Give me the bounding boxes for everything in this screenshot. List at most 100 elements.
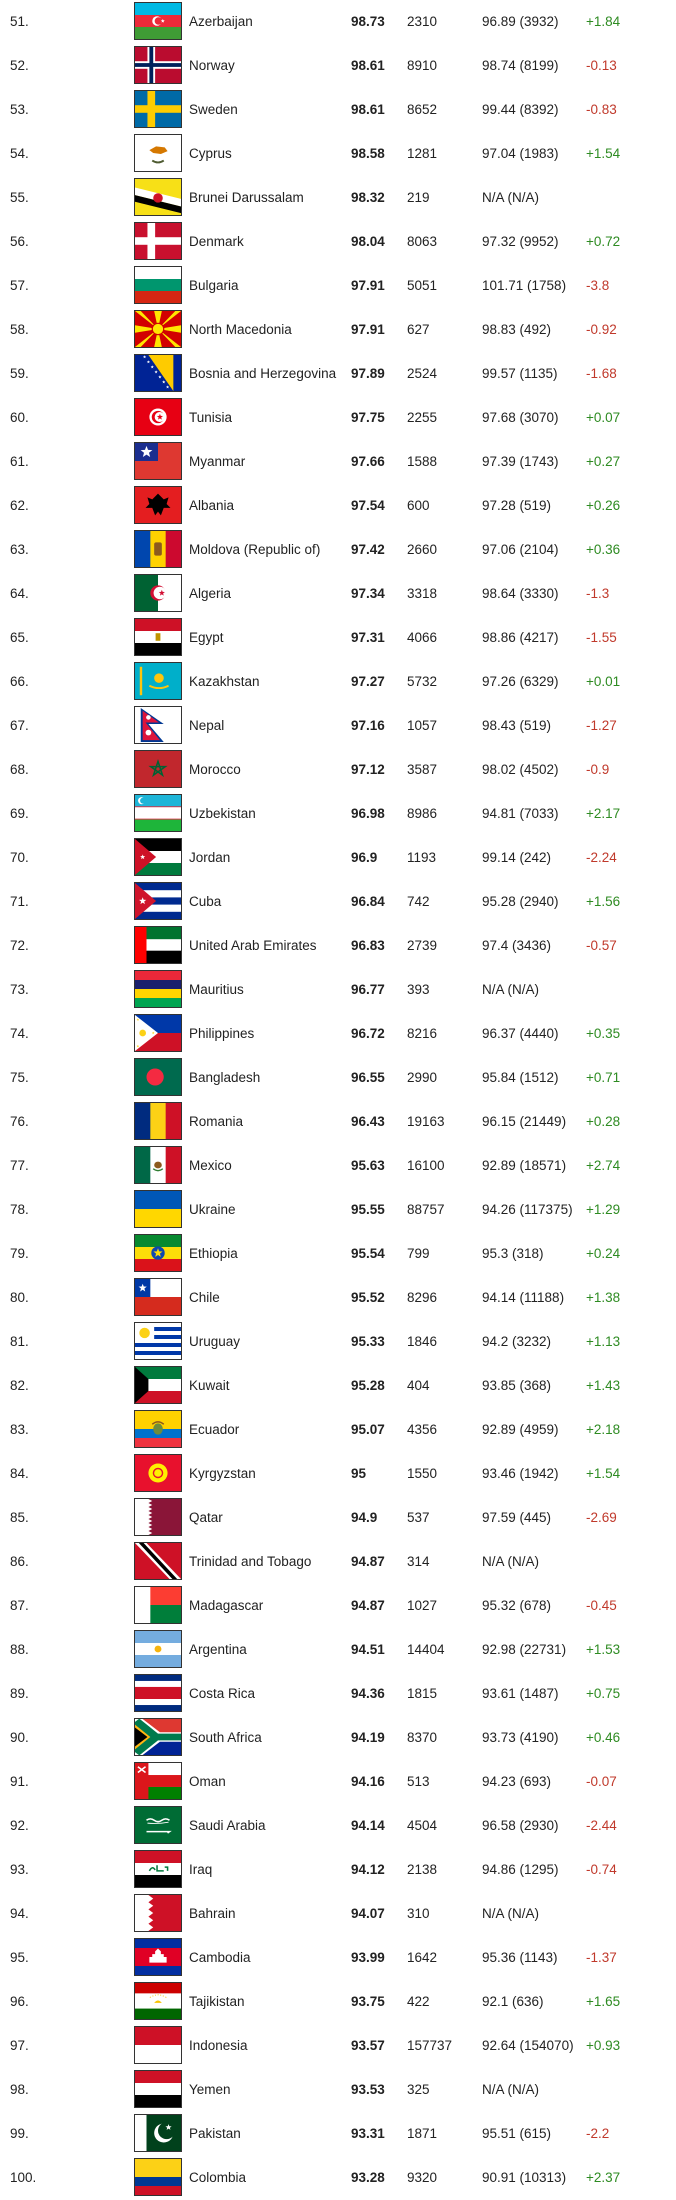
previous-score-cell: 96.15 (21449) [482,1114,567,1129]
tests-cell: 219 [407,190,430,205]
table-row: 59. Bosnia and Herzegovina 97.89 2524 99.57 … [0,352,676,396]
rank-cell: 88. [10,1642,29,1657]
rank-cell: 79. [10,1246,29,1261]
rank-cell: 57. [10,278,29,293]
previous-score-cell: 97.26 (6329) [482,674,559,689]
change-cell: -2.2 [586,2126,610,2141]
previous-score-cell: 94.2 (3232) [482,1334,552,1349]
score-cell: 97.54 [351,498,385,513]
tests-cell: 2524 [407,366,438,381]
country-name: Bosnia and Herzegovina [189,366,337,381]
rank-cell: 87. [10,1598,29,1613]
mexico-flag-icon [134,1146,182,1184]
previous-score-cell: 97.32 (9952) [482,234,559,249]
country-name: Colombia [189,2170,247,2185]
rank-cell: 59. [10,366,29,381]
previous-score-cell: 95.3 (318) [482,1246,544,1261]
uruguay-flag-icon [134,1322,182,1360]
rank-cell: 100. [10,2170,37,2185]
tests-cell: 16100 [407,1158,445,1173]
previous-score-cell: 96.89 (3932) [482,14,559,29]
table-row: 58. North Macedonia 97.91 627 98.83 (492) -0.… [0,308,676,352]
previous-score-cell: 92.98 (22731) [482,1642,567,1657]
previous-score-cell: 97.39 (1743) [482,454,559,469]
tests-cell: 1846 [407,1334,438,1349]
change-cell: -2.44 [586,1818,617,1833]
country-name: Mexico [189,1158,232,1173]
indonesia-flag-icon [134,2026,182,2064]
bangladesh-flag-icon [134,1058,182,1096]
change-cell: -1.37 [586,1950,617,1965]
previous-score-cell: 97.06 (2104) [482,542,559,557]
tests-cell: 325 [407,2082,430,2097]
ecuador-flag-icon [134,1410,182,1448]
rank-cell: 71. [10,894,29,909]
table-row: 54. Cyprus 98.58 1281 97.04 (1983) +1.54 [0,132,676,176]
change-cell: +1.54 [586,1466,621,1481]
previous-score-cell: 95.32 (678) [482,1598,552,1613]
table-row: 70. Jordan 96.9 1193 99.14 (242) -2.24 [0,836,676,880]
change-cell: -0.83 [586,102,617,117]
tests-cell: 8370 [407,1730,438,1745]
table-row: 66. Kazakhstan 97.27 5732 97.26 (6329) +0.01 [0,660,676,704]
table-row: 76. Romania 96.43 19163 96.15 (21449) +0.28 [0,1100,676,1144]
change-cell: +2.17 [586,806,621,821]
rank-cell: 51. [10,14,29,29]
country-name: Norway [189,58,235,73]
change-cell [586,1892,666,1936]
table-row: 79. Ethiopia 95.54 799 95.3 (318) +0.24 [0,1232,676,1276]
previous-score-cell: 95.84 (1512) [482,1070,559,1085]
score-cell: 94.19 [351,1730,385,1745]
rank-cell: 58. [10,322,29,337]
tests-cell: 2739 [407,938,438,953]
rank-cell: 61. [10,454,29,469]
rank-cell: 96. [10,1994,29,2009]
rank-cell: 81. [10,1334,29,1349]
kuwait-flag-icon [134,1366,182,1404]
tests-cell: 1550 [407,1466,438,1481]
tajikistan-flag-icon [134,1982,182,2020]
score-cell: 95.52 [351,1290,385,1305]
tests-cell: 14404 [407,1642,445,1657]
change-cell: +0.71 [586,1070,621,1085]
score-cell: 96.43 [351,1114,385,1129]
rank-cell: 78. [10,1202,29,1217]
country-name: Cambodia [189,1950,251,1965]
table-row: 100. Colombia 93.28 9320 90.91 (10313) +2.37 [0,2156,676,2200]
change-cell [586,1540,666,1584]
tests-cell: 1642 [407,1950,438,1965]
country-name: Chile [189,1290,220,1305]
change-cell: +0.46 [586,1730,621,1745]
previous-score-cell: 93.73 (4190) [482,1730,559,1745]
previous-score-cell: N/A (N/A) [482,190,540,205]
change-cell: +0.28 [586,1114,621,1129]
previous-score-cell: 92.89 (4959) [482,1422,559,1437]
tests-cell: 1027 [407,1598,438,1613]
tests-cell: 3587 [407,762,438,777]
rank-cell: 85. [10,1510,29,1525]
cuba-flag-icon [134,882,182,920]
tests-cell: 4066 [407,630,438,645]
tests-cell: 157737 [407,2038,453,2053]
change-cell: -0.45 [586,1598,617,1613]
change-cell: +2.18 [586,1422,621,1437]
tests-cell: 422 [407,1994,430,2009]
country-name: Tajikistan [189,1994,245,2009]
country-name: Nepal [189,718,225,733]
rank-cell: 74. [10,1026,29,1041]
table-row: 52. Norway 98.61 8910 98.74 (8199) -0.13 [0,44,676,88]
score-cell: 97.31 [351,630,385,645]
morocco-flag-icon [134,750,182,788]
score-cell: 98.58 [351,146,385,161]
tests-cell: 314 [407,1554,430,1569]
score-cell: 94.07 [351,1906,385,1921]
tests-cell: 1057 [407,718,438,733]
tests-cell: 88757 [407,1202,445,1217]
iraq-flag-icon [134,1850,182,1888]
rank-cell: 69. [10,806,29,821]
table-row: 77. Mexico 95.63 16100 92.89 (18571) +2.74 [0,1144,676,1188]
table-row: 53. Sweden 98.61 8652 99.44 (8392) -0.83 [0,88,676,132]
rank-cell: 84. [10,1466,29,1481]
country-name: Indonesia [189,2038,248,2053]
previous-score-cell: 98.64 (3330) [482,586,559,601]
